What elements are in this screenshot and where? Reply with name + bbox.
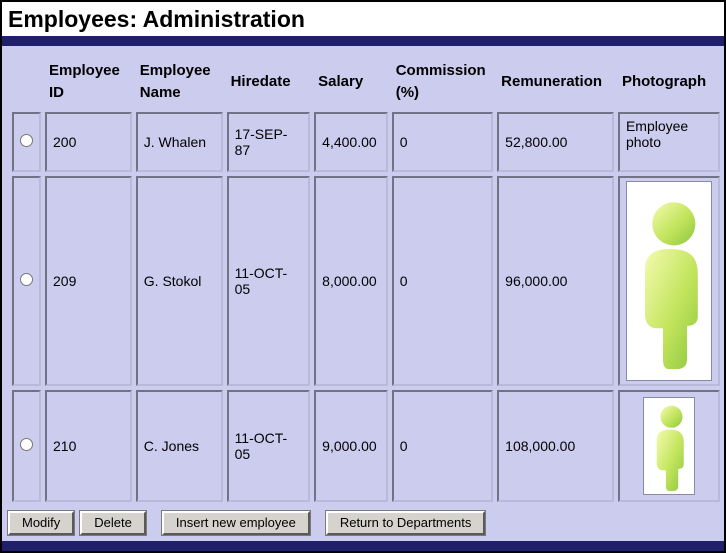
salary-cell: 4,400.00 <box>314 112 388 172</box>
select-employee-radio[interactable] <box>20 134 33 147</box>
commission-cell: 0 <box>391 390 494 502</box>
commission-cell: 0 <box>391 112 494 172</box>
insert-new-employee-button[interactable]: Insert new employee <box>160 510 311 536</box>
delete-button[interactable]: Delete <box>79 510 147 536</box>
table-row: 200 J. Whalen 17-SEP-87 4,400.00 0 52,80… <box>12 112 720 172</box>
employee-photo-image <box>625 181 712 381</box>
bottom-divider-bar <box>2 541 724 551</box>
salary-cell: 8,000.00 <box>314 176 388 386</box>
employee-id-cell: 209 <box>45 176 132 386</box>
employee-name-cell: G. Stokol <box>135 176 223 386</box>
col-header-employee-id: Employee ID <box>49 62 120 101</box>
remuneration-cell: 108,000.00 <box>497 390 614 502</box>
hiredate-cell: 17-SEP-87 <box>226 112 311 172</box>
select-employee-radio[interactable] <box>20 438 33 451</box>
employee-id-cell: 200 <box>45 112 132 172</box>
title-bar: Employees: Administration <box>2 2 724 36</box>
photograph-cell: Employee photo <box>617 112 720 172</box>
header-row: Employee ID Employee Name Hiredate Salar… <box>12 56 720 108</box>
col-header-commission: Commission (%) <box>395 62 486 101</box>
modify-button[interactable]: Modify <box>6 510 76 536</box>
employee-photo-image <box>642 397 695 495</box>
salary-cell: 9,000.00 <box>314 390 388 502</box>
remuneration-cell: 96,000.00 <box>497 176 614 386</box>
col-header-photograph: Photograph <box>621 73 707 91</box>
col-header-hiredate: Hiredate <box>230 73 291 91</box>
table-row: 210 C. Jones 11-OCT-05 9,000.00 0 108,00… <box>12 390 720 502</box>
action-button-bar: Modify Delete Insert new employee Return… <box>2 507 724 541</box>
select-cell <box>12 390 41 502</box>
col-header-remuneration: Remuneration <box>501 73 603 91</box>
employees-table: Employee ID Employee Name Hiredate Salar… <box>8 52 724 506</box>
employee-name-cell: J. Whalen <box>135 112 223 172</box>
photograph-cell <box>617 176 720 386</box>
col-header-employee-name: Employee Name <box>139 62 211 101</box>
photograph-cell <box>617 390 720 502</box>
top-divider-bar <box>2 36 724 46</box>
select-cell <box>12 112 41 172</box>
remuneration-cell: 52,800.00 <box>497 112 614 172</box>
hiredate-cell: 11-OCT-05 <box>226 390 311 502</box>
page-title: Employees: Administration <box>8 6 305 32</box>
employee-name-cell: C. Jones <box>135 390 223 502</box>
photo-alt-text: Employee photo <box>625 118 689 150</box>
col-header-salary: Salary <box>318 73 364 91</box>
select-cell <box>12 176 41 386</box>
select-employee-radio[interactable] <box>20 273 33 286</box>
employee-id-cell: 210 <box>45 390 132 502</box>
return-to-departments-button[interactable]: Return to Departments <box>324 510 487 536</box>
hiredate-cell: 11-OCT-05 <box>226 176 311 386</box>
green-person-figure-icon <box>656 405 684 491</box>
table-row: 209 G. Stokol 11-OCT-05 8,000.00 0 96,00… <box>12 176 720 386</box>
report-region: Employee ID Employee Name Hiredate Salar… <box>2 46 724 507</box>
radio-column-header <box>12 56 41 108</box>
green-person-figure-icon <box>644 202 698 369</box>
commission-cell: 0 <box>391 176 494 386</box>
